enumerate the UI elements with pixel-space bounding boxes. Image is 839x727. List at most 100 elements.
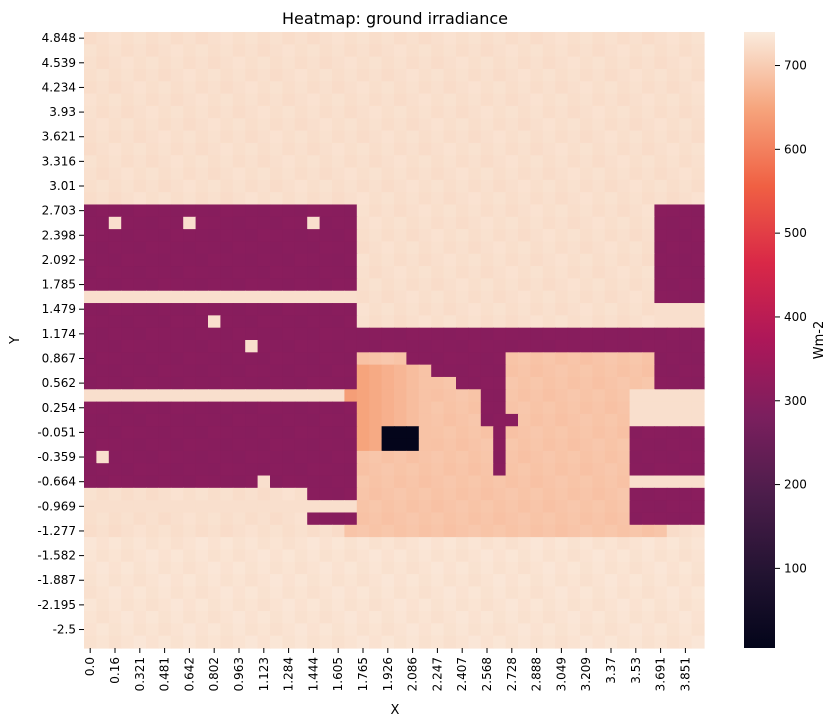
heatmap-cell: [406, 598, 420, 612]
heatmap-cell: [617, 253, 631, 267]
heatmap-cell: [555, 598, 569, 612]
heatmap-cell: [183, 266, 197, 279]
y-tick-label: -0.359: [37, 450, 76, 464]
heatmap-cell: [344, 426, 358, 440]
heatmap-cell: [356, 290, 370, 304]
heatmap-cell: [604, 635, 618, 649]
x-tick-label: 2.728: [505, 657, 519, 691]
heatmap-cell: [344, 574, 358, 587]
heatmap-cell: [369, 549, 383, 563]
heatmap-cell: [431, 130, 445, 144]
heatmap-cell: [84, 364, 97, 378]
heatmap-cell: [183, 389, 197, 403]
heatmap-cell: [518, 105, 531, 119]
heatmap-cell: [642, 204, 655, 218]
heatmap-cell: [121, 623, 135, 637]
heatmap-cell: [96, 278, 110, 292]
heatmap-cell: [666, 574, 680, 587]
x-tick-label: 3.851: [678, 657, 692, 691]
heatmap-cell: [617, 130, 631, 144]
heatmap-cell: [195, 327, 209, 341]
heatmap-cell: [530, 81, 544, 95]
heatmap-cell: [356, 216, 370, 230]
heatmap-cell: [431, 105, 445, 119]
heatmap-cell: [666, 216, 680, 230]
heatmap-cell: [629, 598, 643, 612]
heatmap-cell: [493, 561, 507, 575]
heatmap-cell: [505, 352, 519, 366]
heatmap-cell: [307, 167, 321, 181]
heatmap-cell: [406, 216, 420, 230]
heatmap-cell: [270, 623, 283, 637]
heatmap-cell: [282, 204, 296, 218]
heatmap-cell: [443, 44, 457, 58]
heatmap-cell: [356, 352, 370, 366]
heatmap-cell: [418, 81, 432, 95]
heatmap-cell: [232, 537, 246, 551]
heatmap-cell: [505, 463, 519, 477]
heatmap-cell: [418, 586, 432, 600]
heatmap-cell: [394, 253, 407, 267]
heatmap-cell: [121, 524, 135, 538]
heatmap-cell: [493, 549, 507, 563]
heatmap-cell: [146, 32, 159, 45]
x-tick-label: 0.802: [207, 657, 221, 691]
heatmap-cell: [195, 130, 209, 144]
heatmap-cell: [282, 413, 296, 427]
heatmap-cell: [542, 204, 556, 218]
heatmap-cell: [108, 81, 122, 95]
heatmap-cell: [344, 352, 358, 366]
heatmap-cell: [679, 512, 693, 526]
heatmap-cell: [542, 426, 556, 440]
heatmap-cell: [332, 364, 345, 378]
heatmap-cell: [381, 537, 395, 551]
heatmap-cell: [480, 340, 494, 353]
heatmap-cell: [592, 512, 606, 526]
heatmap-cell: [270, 93, 283, 107]
heatmap-cell: [567, 623, 581, 637]
heatmap-cell: [629, 68, 643, 82]
heatmap-cell: [319, 598, 333, 612]
heatmap-cell: [505, 44, 519, 58]
heatmap-cell: [456, 635, 469, 649]
heatmap-cell: [567, 635, 581, 649]
heatmap-cell: [381, 44, 395, 58]
heatmap-cell: [282, 44, 296, 58]
heatmap-cell: [133, 105, 147, 119]
y-tick-label: 2.092: [42, 253, 76, 267]
heatmap-cell: [270, 574, 283, 587]
heatmap-cell: [84, 229, 97, 243]
heatmap-cell: [183, 192, 197, 206]
heatmap-cell: [394, 376, 407, 390]
heatmap-cell: [654, 229, 668, 243]
heatmap-cell: [666, 450, 680, 464]
heatmap-cell: [96, 352, 110, 366]
heatmap-cell: [480, 438, 494, 452]
heatmap-cell: [282, 229, 296, 243]
heatmap-cell: [332, 266, 345, 279]
heatmap-cell: [319, 241, 333, 255]
heatmap-cell: [220, 142, 234, 156]
heatmap-cell: [356, 93, 370, 107]
heatmap-cell: [381, 463, 395, 477]
heatmap-cell: [493, 81, 507, 95]
heatmap-cell: [245, 241, 259, 255]
heatmap-cell: [319, 118, 333, 132]
heatmap-cell: [431, 216, 445, 230]
heatmap-cell: [691, 130, 705, 144]
heatmap-cell: [394, 266, 407, 279]
heatmap-cell: [505, 315, 519, 329]
heatmap-cell: [431, 537, 445, 551]
heatmap-cell: [691, 118, 705, 132]
heatmap-cell: [480, 93, 494, 107]
heatmap-cell: [555, 130, 569, 144]
heatmap-cell: [406, 537, 420, 551]
heatmap-cell: [319, 364, 333, 378]
heatmap-cell: [96, 315, 110, 329]
heatmap-cell: [456, 500, 469, 514]
y-tick-label: 2.703: [42, 204, 76, 218]
heatmap-cell: [183, 315, 197, 329]
heatmap-cell: [332, 463, 345, 477]
heatmap-cell: [518, 216, 531, 230]
heatmap-cell: [158, 549, 172, 563]
